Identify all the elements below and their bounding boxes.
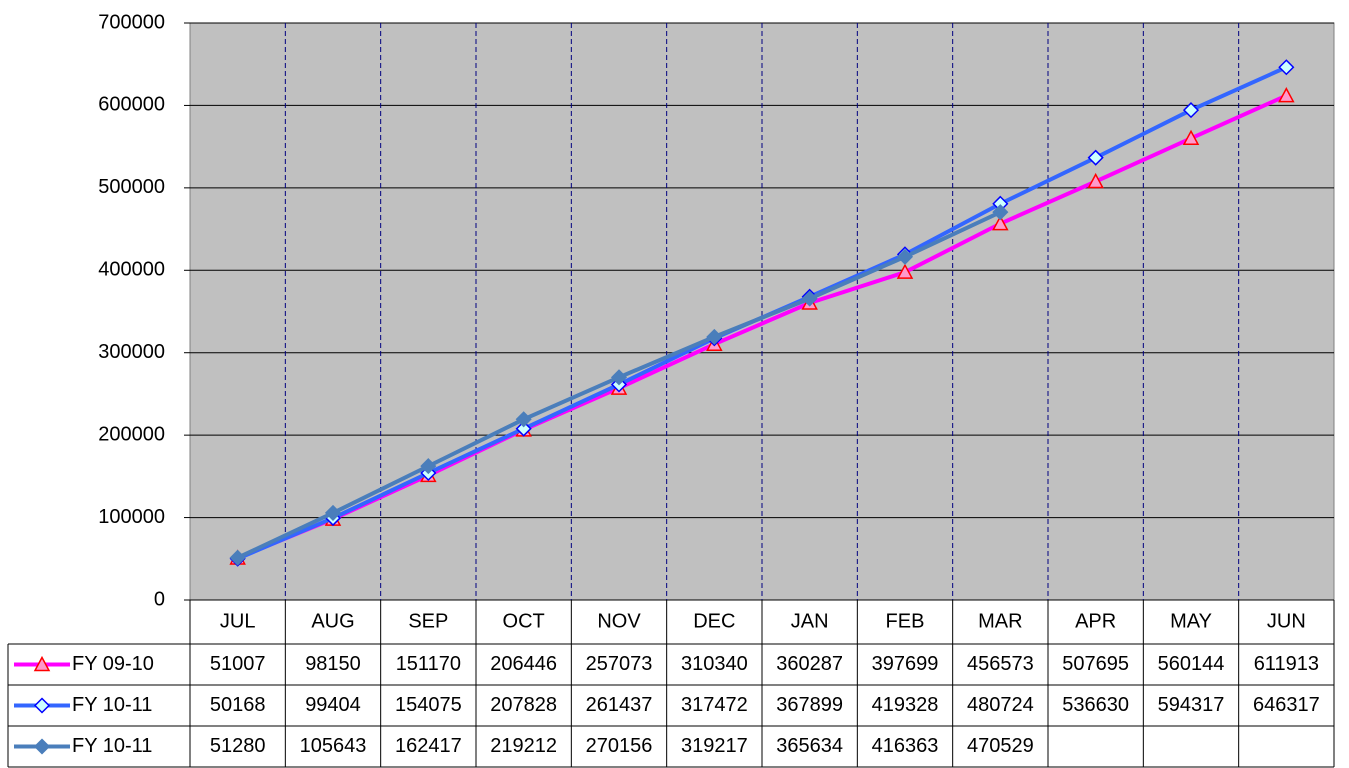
marker [1278, 87, 1295, 103]
marker [420, 458, 437, 475]
marker [1087, 172, 1104, 189]
legend-label: FY 10-11 [72, 694, 152, 716]
table-value: 51280 [210, 735, 266, 757]
table-value: 594317 [1158, 694, 1225, 716]
y-tick-label: 400000 [98, 259, 165, 281]
legend-marker [33, 655, 51, 672]
marker [515, 420, 532, 437]
table-value: 507695 [1062, 653, 1129, 675]
marker [1278, 59, 1295, 76]
x-tick-label: AUG [311, 610, 354, 632]
table-value: 367899 [776, 694, 843, 716]
table-value: 98150 [305, 653, 361, 675]
marker [992, 204, 1009, 221]
table-value: 470529 [967, 735, 1034, 757]
legend-marker [33, 738, 51, 755]
marker [229, 549, 246, 566]
table-value: 560144 [1158, 653, 1225, 675]
table-value: 99404 [305, 694, 361, 716]
table-value: 397699 [872, 653, 939, 675]
marker [515, 411, 532, 428]
marker [896, 248, 914, 265]
table-value: 360287 [776, 653, 843, 675]
table-value: 419328 [872, 694, 939, 716]
y-tick-label: 700000 [98, 11, 165, 33]
table-value: 365634 [776, 735, 843, 757]
y-tick-label: 300000 [98, 341, 165, 363]
y-tick-label: 200000 [98, 423, 165, 445]
table-value: 536630 [1062, 694, 1129, 716]
table-value: 219212 [490, 735, 557, 757]
table-value: 50168 [210, 694, 266, 716]
y-tick-label: 0 [154, 588, 165, 610]
table-value: 480724 [967, 694, 1034, 716]
x-tick-label: FEB [886, 610, 925, 632]
table-value: 611913 [1254, 653, 1319, 675]
table-value: 105643 [300, 735, 367, 757]
legend-label: FY 09-10 [72, 653, 154, 675]
x-tick-label: SEP [408, 610, 448, 632]
table-value: 416363 [872, 735, 939, 757]
x-tick-label: APR [1075, 610, 1116, 632]
marker [706, 328, 723, 345]
x-tick-label: NOV [597, 610, 641, 632]
marker [1087, 149, 1104, 166]
legend-marker [33, 697, 51, 714]
table-value: 261437 [586, 694, 653, 716]
table-value: 162417 [395, 735, 462, 757]
x-tick-label: OCT [503, 610, 545, 632]
x-tick-label: MAY [1170, 610, 1212, 632]
table-value: 207828 [490, 694, 557, 716]
marker [610, 369, 628, 386]
table-value: 646317 [1253, 694, 1320, 716]
table-value: 151170 [396, 653, 461, 675]
table-value: 206446 [490, 653, 557, 675]
y-tick-label: 100000 [98, 506, 165, 528]
x-tick-label: MAR [978, 610, 1022, 632]
marker [1182, 129, 1200, 146]
marker [801, 290, 818, 307]
marker [896, 263, 914, 279]
table-value: 310340 [681, 653, 748, 675]
x-tick-label: DEC [693, 610, 735, 632]
table-value: 270156 [586, 735, 653, 757]
marker [1182, 102, 1200, 119]
x-tick-label: JAN [791, 610, 829, 632]
x-tick-label: JUL [220, 610, 256, 632]
table-value: 319217 [681, 735, 748, 757]
x-tick-label: JUN [1267, 610, 1306, 632]
table-value: 154075 [395, 694, 462, 716]
table-value: 456573 [967, 653, 1034, 675]
table-value: 317472 [681, 694, 748, 716]
y-tick-label: 600000 [98, 94, 165, 116]
table-value: 257073 [586, 653, 653, 675]
marker [324, 504, 342, 521]
table-value: 51007 [210, 653, 266, 675]
legend-label: FY 10-11 [72, 735, 152, 757]
marker [992, 215, 1009, 231]
y-tick-label: 500000 [98, 176, 165, 198]
